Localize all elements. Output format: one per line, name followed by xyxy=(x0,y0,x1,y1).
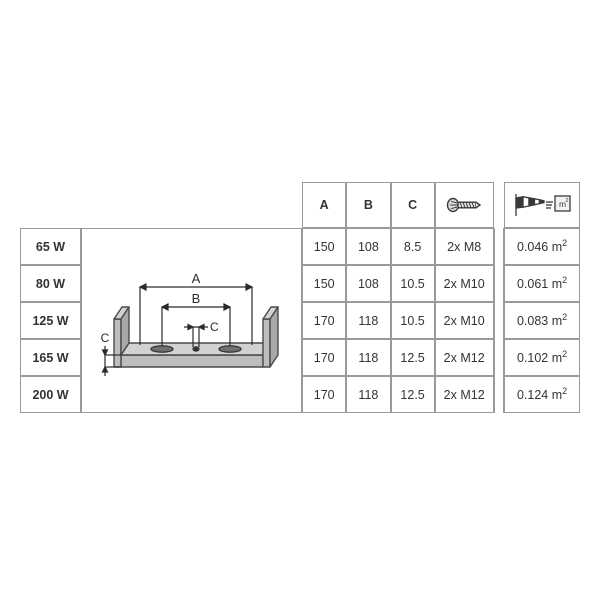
wind-unit: m xyxy=(552,389,562,403)
cell-wind: 0.083 m2 xyxy=(504,302,580,339)
col-gap xyxy=(494,339,505,376)
wind-val: 0.046 xyxy=(517,241,548,255)
cell-A: 170 xyxy=(302,302,346,339)
col-gap xyxy=(494,302,505,339)
hdr-wind: m 2 xyxy=(504,182,580,228)
wind-val: 0.061 xyxy=(517,278,548,292)
cell-wind: 0.124 m2 xyxy=(504,376,580,413)
hdr-B: B xyxy=(346,182,390,228)
cell-watt: 125 W xyxy=(20,302,81,339)
cell-wind: 0.046 m2 xyxy=(504,228,580,265)
wind-unit: m xyxy=(552,241,562,255)
bolt-icon xyxy=(445,193,483,217)
cell-bolt: 2x M10 xyxy=(435,265,494,302)
wind-exp: 2 xyxy=(562,238,567,248)
cell-A: 150 xyxy=(302,228,346,265)
wind-val: 0.124 xyxy=(517,389,548,403)
cell-bolt: 2x M12 xyxy=(435,376,494,413)
cell-B: 108 xyxy=(346,265,390,302)
hdr-C: C xyxy=(391,182,435,228)
cell-watt: 200 W xyxy=(20,376,81,413)
wind-unit: m xyxy=(552,278,562,292)
dim-label-B: B xyxy=(191,291,200,306)
bracket-diagram: A B xyxy=(92,233,292,408)
table-row: 65 W xyxy=(20,228,580,265)
wind-val: 0.083 xyxy=(517,315,548,329)
cell-C: 12.5 xyxy=(391,339,435,376)
col-gap xyxy=(494,228,505,265)
page: A B C xyxy=(0,0,600,600)
wind-val: 0.102 xyxy=(517,352,548,366)
cell-watt: 80 W xyxy=(20,265,81,302)
cell-bolt: 2x M10 xyxy=(435,302,494,339)
cell-wind: 0.102 m2 xyxy=(504,339,580,376)
cell-B: 118 xyxy=(346,376,390,413)
hdr-blank-diagram xyxy=(81,182,302,228)
cell-C: 12.5 xyxy=(391,376,435,413)
col-gap xyxy=(494,182,505,228)
wind-exp: 2 xyxy=(562,275,567,285)
cell-C: 10.5 xyxy=(391,265,435,302)
cell-watt: 65 W xyxy=(20,228,81,265)
dim-label-A: A xyxy=(191,271,200,286)
cell-C: 10.5 xyxy=(391,302,435,339)
windsock-m2-icon: m 2 xyxy=(511,190,573,220)
hdr-blank-watt xyxy=(20,182,81,228)
cell-A: 150 xyxy=(302,265,346,302)
wind-unit: m xyxy=(552,315,562,329)
cell-B: 108 xyxy=(346,228,390,265)
bracket-diagram-cell: A B xyxy=(81,228,302,413)
col-gap xyxy=(494,376,505,413)
cell-bolt: 2x M8 xyxy=(435,228,494,265)
hdr-bolt xyxy=(435,182,494,228)
hdr-A: A xyxy=(302,182,346,228)
spec-table: A B C xyxy=(20,182,580,413)
dim-label-C2: C xyxy=(100,331,109,345)
wind-exp: 2 xyxy=(562,386,567,396)
wind-exp: 2 xyxy=(562,312,567,322)
svg-text:2: 2 xyxy=(566,198,569,204)
cell-B: 118 xyxy=(346,339,390,376)
cell-wind: 0.061 m2 xyxy=(504,265,580,302)
col-gap xyxy=(494,265,505,302)
cell-watt: 165 W xyxy=(20,339,81,376)
wind-unit: m xyxy=(552,352,562,366)
dim-label-C1: C xyxy=(210,320,219,334)
cell-A: 170 xyxy=(302,339,346,376)
wind-exp: 2 xyxy=(562,349,567,359)
cell-bolt: 2x M12 xyxy=(435,339,494,376)
cell-B: 118 xyxy=(346,302,390,339)
header-row: A B C xyxy=(20,182,580,228)
spec-content: A B C xyxy=(20,182,580,413)
cell-A: 170 xyxy=(302,376,346,413)
cell-C: 8.5 xyxy=(391,228,435,265)
